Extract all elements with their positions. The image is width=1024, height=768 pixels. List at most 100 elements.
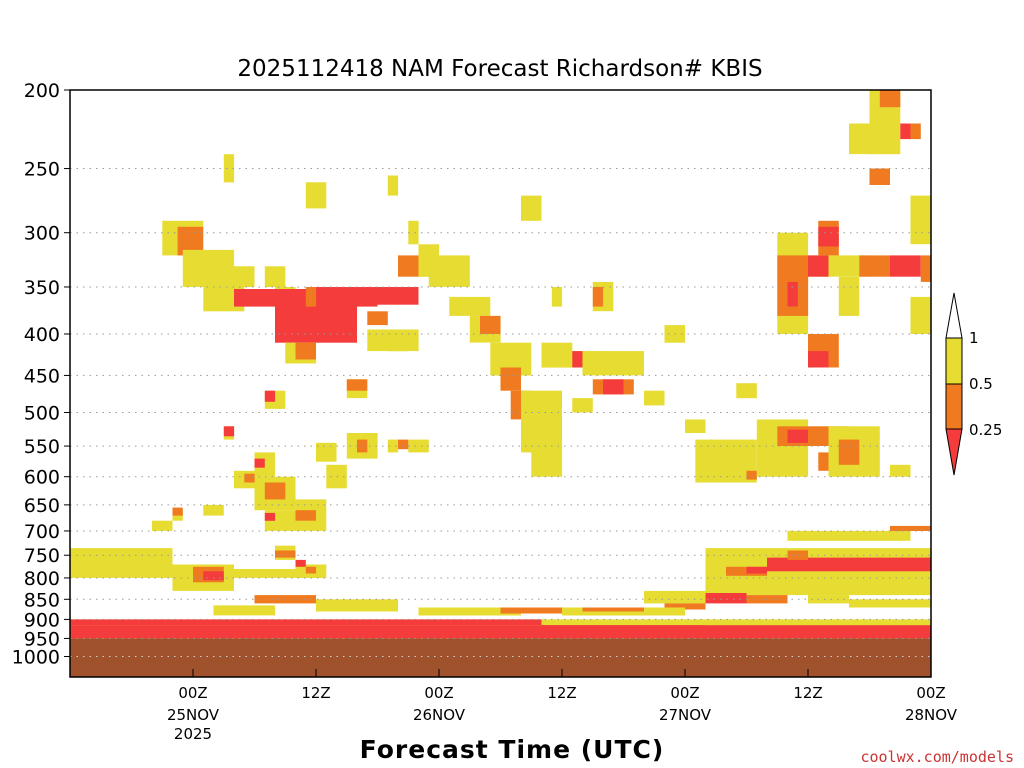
ri-cell-0-25-to-0-5: [367, 311, 388, 326]
legend-label-1: 1: [969, 329, 979, 347]
x-tick-label-78: 00Z: [916, 684, 945, 702]
ri-cell-0-5-to-1: [849, 123, 880, 155]
credit-text: coolwx.com/models: [860, 748, 1014, 766]
ri-cell-0-25-to-0-5: [910, 123, 921, 140]
colorbar-bottom-triangle: [945, 428, 963, 476]
ri-cell-0-5-to-1: [931, 477, 993, 511]
colorbar-top-triangle: [945, 292, 963, 339]
ri-cell-below-0-25: [818, 226, 839, 247]
ri-cell-0-5-to-1: [234, 569, 316, 578]
ri-cell-0-25-to-0-5: [398, 439, 409, 450]
y-tick-label-300: 300: [24, 223, 60, 245]
y-axis: 200 250 300 350 400 450 500 550 600 650 7007508008…: [12, 80, 70, 668]
ri-cell-0-25-to-0-5: [172, 507, 183, 516]
ri-cell-0-25-to-0-5: [838, 439, 860, 465]
y-tick-label-450: 450: [24, 365, 60, 387]
ri-cell-0-5-to-1: [316, 442, 337, 462]
ri-cell-below-0-25: [357, 287, 419, 305]
ri-cell-below-0-25: [203, 571, 224, 581]
colorbar-legend: 1 0.5 0.25: [945, 292, 1002, 476]
x-tick-label-18: 12Z: [301, 684, 330, 702]
ri-cell-0-5-to-1: [387, 175, 399, 196]
ri-cell-0-25-to-0-5: [879, 90, 901, 108]
ri-cell-below-0-25: [685, 594, 737, 602]
ri-cell-0-5-to-1: [982, 398, 992, 412]
ri-cell-0-25-to-0-5: [305, 566, 317, 574]
ri-cell-below-0-25: [787, 429, 808, 443]
ri-cell-below-0-25: [767, 557, 931, 572]
ri-cell-below-0-25: [890, 255, 921, 277]
ri-cell-0-5-to-1: [203, 504, 224, 516]
ri-cell-below-0-25: [572, 351, 583, 368]
ri-cell-0-25-to-0-5: [890, 525, 931, 531]
ri-cell-0-5-to-1: [685, 419, 706, 433]
ri-cell-0-5-to-1: [70, 548, 173, 578]
x-tick-label-66: 12Z: [793, 684, 822, 702]
ri-cell-below-0-25: [70, 619, 542, 626]
ri-cell-0-5-to-1: [387, 334, 409, 352]
ri-cell-0-5-to-1: [316, 599, 398, 612]
x-axis-label: Forecast Time (UTC): [360, 735, 665, 764]
ri-cell-0-5-to-1: [449, 296, 491, 316]
y-tick-label-550: 550: [24, 436, 60, 458]
y-tick-label-600: 600: [24, 467, 60, 489]
gridlines: [70, 168, 931, 657]
y-tick-label-800: 800: [24, 568, 60, 590]
ri-cell-0-5-to-1: [428, 255, 470, 287]
y-tick-label-900: 900: [24, 609, 60, 631]
ri-cell-0-5-to-1: [644, 590, 706, 604]
ri-cell-0-5-to-1: [213, 605, 275, 616]
y-tick-label-850: 850: [24, 589, 60, 611]
ri-cell-0-5-to-1: [234, 266, 255, 287]
x-tick-year-6: 2025: [174, 725, 212, 743]
chart-title: 2025112418 NAM Forecast Richardson# KBIS: [237, 56, 762, 82]
ri-cell-below-0-25: [264, 512, 276, 521]
y-tick-label-750: 750: [24, 545, 60, 567]
y-tick-label-400: 400: [24, 324, 60, 346]
ri-cell-below-0-25: [603, 379, 624, 395]
ri-cell-below-0-25: [264, 390, 276, 402]
ri-cell-0-5-to-1: [941, 90, 962, 107]
ri-cell-below-0-25: [808, 351, 829, 368]
ri-cell-0-25-to-0-5: [787, 550, 808, 560]
ri-cell-0-25-to-0-5: [480, 315, 501, 334]
legend-label-0-25: 0.25: [969, 421, 1002, 439]
ri-cell-0-25-to-0-5: [664, 603, 706, 610]
ri-cell-0-5-to-1: [582, 351, 644, 376]
ground-surface: [70, 638, 931, 677]
ri-cell-0-5-to-1: [387, 439, 399, 453]
ri-cell-0-5-to-1: [838, 276, 860, 316]
x-tick-label-54: 00Z: [670, 684, 699, 702]
y-tick-label-1000: 1000: [12, 646, 60, 668]
ri-cell-0-5-to-1: [521, 390, 562, 453]
ri-cell-below-0-25: [234, 289, 275, 307]
ri-cell-0-25-to-0-5: [398, 255, 419, 277]
ri-cell-below-0-25: [808, 255, 829, 277]
ri-cell-0-25-to-0-5: [931, 483, 993, 500]
ri-cell-below-0-25: [254, 458, 265, 468]
ri-cell-0-5-to-1: [808, 595, 849, 604]
ri-cell-0-25-to-0-5: [295, 342, 316, 360]
ri-cell-below-0-25: [223, 426, 235, 437]
ri-cell-0-5-to-1: [152, 520, 173, 531]
ri-cell-0-5-to-1: [408, 220, 419, 245]
ri-cell-0-5-to-1: [521, 195, 542, 221]
x-tick-date-30: 26NOV: [413, 706, 466, 724]
x-tick-date-78: 28NOV: [905, 706, 958, 724]
ri-cell-0-25-to-0-5: [500, 367, 521, 391]
ri-cell-below-0-25: [900, 123, 911, 140]
ri-cell-0-25-to-0-5: [244, 473, 255, 483]
y-tick-label-950: 950: [24, 628, 60, 650]
ri-cell-0-5-to-1: [305, 182, 327, 209]
ri-cell-0-5-to-1: [531, 446, 563, 477]
y-tick-label-350: 350: [24, 277, 60, 299]
x-tick-date-6: 25NOV: [167, 706, 220, 724]
ri-cell-0-5-to-1: [644, 390, 665, 406]
x-tick-label-30: 00Z: [424, 684, 453, 702]
ri-cell-0-5-to-1: [736, 383, 757, 399]
ri-cell-0-25-to-0-5: [264, 482, 286, 500]
x-tick-label-6: 00Z: [178, 684, 207, 702]
ri-cell-0-25-to-0-5: [859, 255, 891, 277]
ri-cell-below-0-25: [541, 625, 706, 631]
